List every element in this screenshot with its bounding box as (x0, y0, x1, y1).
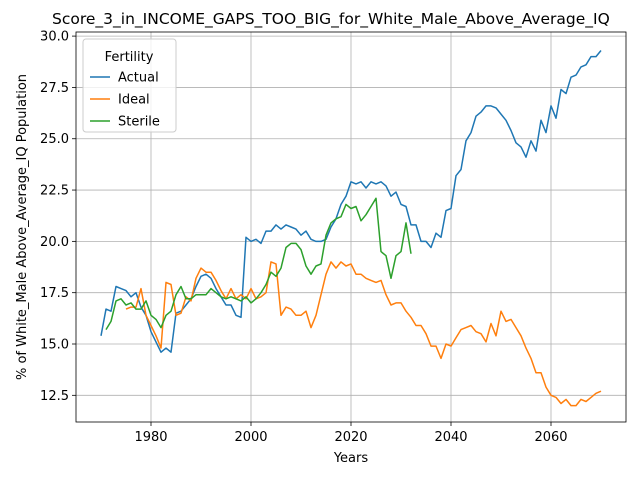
legend-entry-sterile: Sterile (118, 115, 160, 130)
y-tick-label: 12.5 (40, 389, 69, 404)
series-line-sterile (105, 197, 412, 330)
y-axis-label: % of White_Male Above_Average_IQ Populat… (15, 74, 30, 380)
x-tick-label: 2000 (234, 430, 267, 445)
y-axis-ticks: 12.5 15.0 17.5 20.0 22.5 25.0 27.5 30.0 (40, 30, 76, 404)
chart-title: Score_3_in_INCOME_GAPS_TOO_BIG_for_White… (52, 10, 610, 29)
series-line-ideal (125, 261, 602, 407)
legend-title: Fertility (105, 50, 154, 65)
legend-entry-ideal: Ideal (118, 93, 150, 108)
y-tick-label: 25.0 (40, 132, 69, 147)
legend: Fertility Actual Ideal Sterile (82, 38, 177, 133)
series-line-actual (100, 50, 602, 353)
x-tick-label: 2020 (334, 430, 367, 445)
x-tick-label: 1980 (134, 430, 167, 445)
x-tick-label: 2060 (534, 430, 567, 445)
legend-box (82, 38, 177, 133)
x-tick-label: 2040 (434, 430, 467, 445)
y-tick-label: 20.0 (40, 235, 69, 250)
x-axis-ticks: 1980 2000 2020 2040 2060 (134, 422, 568, 445)
y-tick-label: 17.5 (40, 286, 69, 301)
series-layer (100, 50, 602, 407)
x-axis-label: Years (333, 451, 369, 466)
legend-entry-actual: Actual (118, 71, 159, 86)
y-tick-label: 22.5 (40, 184, 69, 199)
y-tick-label: 30.0 (40, 30, 69, 45)
y-tick-label: 15.0 (40, 338, 69, 353)
y-tick-label: 27.5 (40, 81, 69, 96)
